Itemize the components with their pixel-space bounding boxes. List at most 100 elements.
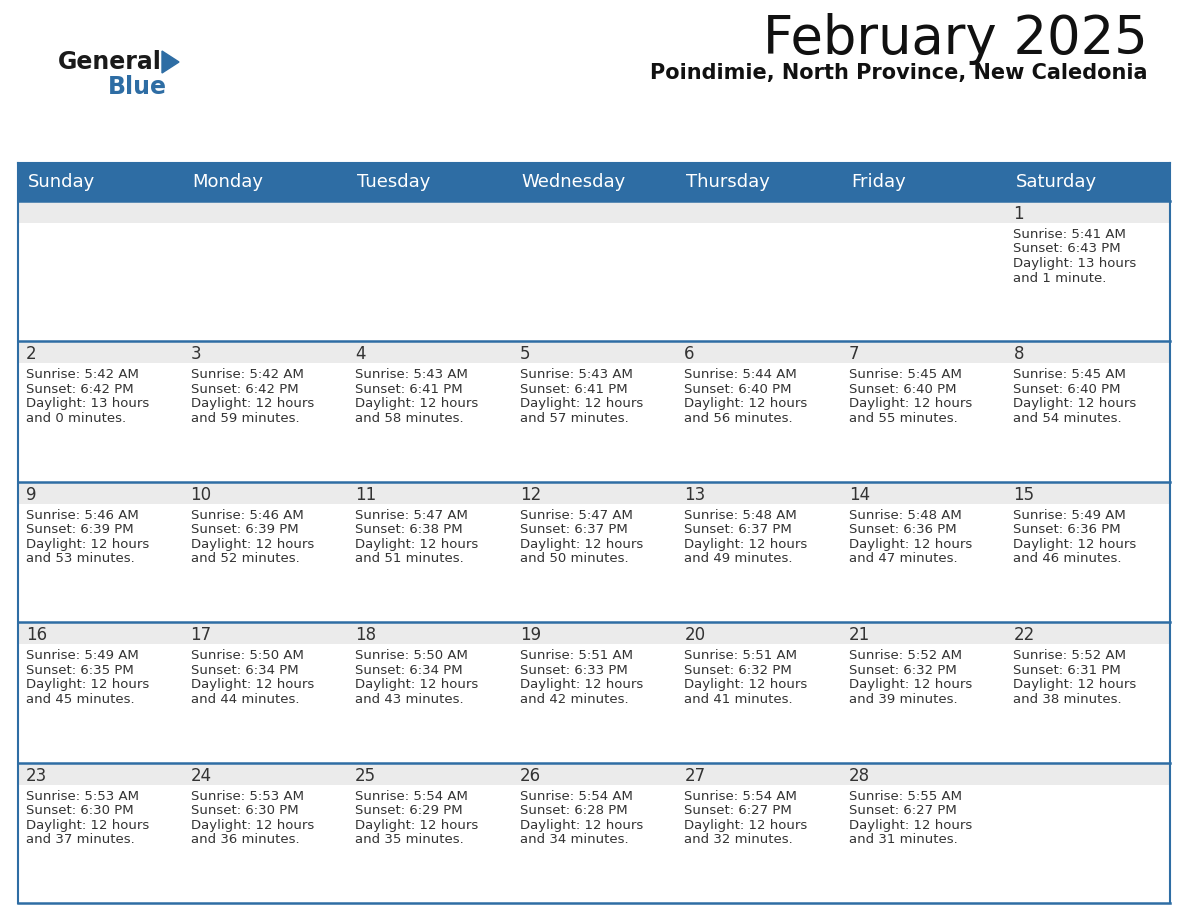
Text: 11: 11 bbox=[355, 486, 377, 504]
Text: Sunrise: 5:43 AM: Sunrise: 5:43 AM bbox=[355, 368, 468, 381]
Text: Daylight: 12 hours: Daylight: 12 hours bbox=[355, 819, 479, 832]
Bar bbox=[183, 364, 347, 482]
Bar bbox=[183, 482, 347, 504]
Text: Sunrise: 5:49 AM: Sunrise: 5:49 AM bbox=[26, 649, 139, 662]
Bar bbox=[347, 482, 512, 504]
Bar bbox=[347, 364, 512, 482]
Text: and 32 minutes.: and 32 minutes. bbox=[684, 834, 794, 846]
Text: 4: 4 bbox=[355, 345, 366, 364]
Text: Monday: Monday bbox=[192, 173, 264, 191]
Polygon shape bbox=[162, 51, 179, 73]
Text: and 49 minutes.: and 49 minutes. bbox=[684, 553, 792, 565]
Text: Daylight: 12 hours: Daylight: 12 hours bbox=[849, 678, 972, 691]
Bar bbox=[512, 504, 676, 622]
Text: and 57 minutes.: and 57 minutes. bbox=[519, 412, 628, 425]
Text: 6: 6 bbox=[684, 345, 695, 364]
Text: Daylight: 13 hours: Daylight: 13 hours bbox=[1013, 257, 1137, 270]
Bar bbox=[1005, 341, 1170, 364]
Text: 16: 16 bbox=[26, 626, 48, 644]
Bar bbox=[512, 201, 676, 223]
Text: Daylight: 12 hours: Daylight: 12 hours bbox=[190, 397, 314, 410]
Text: February 2025: February 2025 bbox=[763, 13, 1148, 65]
Text: Sunset: 6:40 PM: Sunset: 6:40 PM bbox=[849, 383, 956, 396]
Text: Sunrise: 5:46 AM: Sunrise: 5:46 AM bbox=[26, 509, 139, 521]
Text: 15: 15 bbox=[1013, 486, 1035, 504]
Text: 25: 25 bbox=[355, 767, 377, 785]
Text: and 37 minutes.: and 37 minutes. bbox=[26, 834, 134, 846]
Text: Daylight: 12 hours: Daylight: 12 hours bbox=[684, 538, 808, 551]
Text: Sunrise: 5:44 AM: Sunrise: 5:44 AM bbox=[684, 368, 797, 381]
Text: Sunset: 6:41 PM: Sunset: 6:41 PM bbox=[519, 383, 627, 396]
Text: and 44 minutes.: and 44 minutes. bbox=[190, 693, 299, 706]
Text: 1: 1 bbox=[1013, 205, 1024, 223]
Text: Sunset: 6:41 PM: Sunset: 6:41 PM bbox=[355, 383, 463, 396]
Text: and 53 minutes.: and 53 minutes. bbox=[26, 553, 134, 565]
Bar bbox=[512, 763, 676, 785]
Text: Sunset: 6:42 PM: Sunset: 6:42 PM bbox=[26, 383, 133, 396]
Bar bbox=[841, 201, 1005, 223]
Bar bbox=[676, 364, 841, 482]
Bar bbox=[347, 504, 512, 622]
Bar bbox=[347, 644, 512, 763]
Text: Daylight: 12 hours: Daylight: 12 hours bbox=[849, 397, 972, 410]
Bar bbox=[18, 163, 1170, 201]
Text: and 0 minutes.: and 0 minutes. bbox=[26, 412, 126, 425]
Bar bbox=[18, 644, 183, 763]
Bar bbox=[512, 482, 676, 504]
Text: Daylight: 12 hours: Daylight: 12 hours bbox=[519, 538, 643, 551]
Bar bbox=[676, 504, 841, 622]
Bar bbox=[18, 223, 183, 341]
Text: 23: 23 bbox=[26, 767, 48, 785]
Text: 20: 20 bbox=[684, 626, 706, 644]
Text: 7: 7 bbox=[849, 345, 859, 364]
Text: Sunset: 6:29 PM: Sunset: 6:29 PM bbox=[355, 804, 463, 817]
Text: and 46 minutes.: and 46 minutes. bbox=[1013, 553, 1121, 565]
Bar bbox=[841, 622, 1005, 644]
Text: 19: 19 bbox=[519, 626, 541, 644]
Text: Sunrise: 5:54 AM: Sunrise: 5:54 AM bbox=[355, 789, 468, 802]
Bar bbox=[347, 341, 512, 364]
Text: Daylight: 12 hours: Daylight: 12 hours bbox=[190, 538, 314, 551]
Text: and 1 minute.: and 1 minute. bbox=[1013, 272, 1107, 285]
Bar bbox=[512, 644, 676, 763]
Text: Sunset: 6:34 PM: Sunset: 6:34 PM bbox=[355, 664, 463, 677]
Bar bbox=[841, 763, 1005, 785]
Bar bbox=[18, 763, 183, 785]
Text: and 41 minutes.: and 41 minutes. bbox=[684, 693, 792, 706]
Bar bbox=[1005, 763, 1170, 785]
Text: Daylight: 12 hours: Daylight: 12 hours bbox=[684, 819, 808, 832]
Bar bbox=[1005, 504, 1170, 622]
Text: Sunrise: 5:41 AM: Sunrise: 5:41 AM bbox=[1013, 228, 1126, 241]
Text: 26: 26 bbox=[519, 767, 541, 785]
Bar bbox=[18, 341, 183, 364]
Bar bbox=[347, 223, 512, 341]
Text: Sunrise: 5:50 AM: Sunrise: 5:50 AM bbox=[355, 649, 468, 662]
Text: Sunset: 6:36 PM: Sunset: 6:36 PM bbox=[1013, 523, 1121, 536]
Text: and 39 minutes.: and 39 minutes. bbox=[849, 693, 958, 706]
Text: Daylight: 12 hours: Daylight: 12 hours bbox=[355, 678, 479, 691]
Text: Saturday: Saturday bbox=[1016, 173, 1097, 191]
Bar bbox=[512, 785, 676, 903]
Bar bbox=[183, 622, 347, 644]
Text: Daylight: 12 hours: Daylight: 12 hours bbox=[1013, 397, 1137, 410]
Text: Sunset: 6:39 PM: Sunset: 6:39 PM bbox=[190, 523, 298, 536]
Text: Blue: Blue bbox=[108, 75, 168, 99]
Text: and 51 minutes.: and 51 minutes. bbox=[355, 553, 463, 565]
Bar bbox=[1005, 622, 1170, 644]
Bar bbox=[18, 504, 183, 622]
Text: Sunset: 6:36 PM: Sunset: 6:36 PM bbox=[849, 523, 956, 536]
Text: Daylight: 12 hours: Daylight: 12 hours bbox=[519, 678, 643, 691]
Text: 13: 13 bbox=[684, 486, 706, 504]
Text: 3: 3 bbox=[190, 345, 201, 364]
Bar bbox=[676, 785, 841, 903]
Text: Daylight: 12 hours: Daylight: 12 hours bbox=[190, 819, 314, 832]
Text: Sunrise: 5:51 AM: Sunrise: 5:51 AM bbox=[684, 649, 797, 662]
Text: Sunrise: 5:42 AM: Sunrise: 5:42 AM bbox=[26, 368, 139, 381]
Text: 27: 27 bbox=[684, 767, 706, 785]
Bar bbox=[676, 763, 841, 785]
Text: Sunset: 6:37 PM: Sunset: 6:37 PM bbox=[684, 523, 792, 536]
Text: 24: 24 bbox=[190, 767, 211, 785]
Text: Sunday: Sunday bbox=[29, 173, 95, 191]
Bar bbox=[183, 785, 347, 903]
Text: and 47 minutes.: and 47 minutes. bbox=[849, 553, 958, 565]
